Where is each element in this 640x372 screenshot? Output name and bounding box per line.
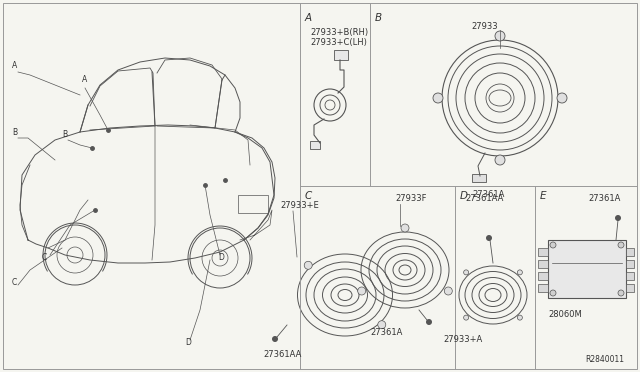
Bar: [334, 50, 348, 60]
Circle shape: [358, 287, 365, 295]
Circle shape: [304, 261, 312, 269]
Text: E: E: [540, 191, 547, 201]
Circle shape: [401, 224, 409, 232]
Text: 27361AA: 27361AA: [465, 194, 504, 203]
Circle shape: [615, 215, 621, 221]
Text: 27933+C(LH): 27933+C(LH): [310, 38, 367, 47]
Text: 27933+E: 27933+E: [280, 201, 319, 210]
Circle shape: [433, 93, 443, 103]
Bar: [538, 284, 548, 292]
Bar: [538, 260, 548, 268]
Circle shape: [517, 315, 522, 320]
Text: 27933F: 27933F: [395, 194, 426, 203]
Bar: [548, 240, 626, 298]
Text: C: C: [12, 278, 17, 287]
Text: A: A: [12, 61, 17, 70]
Bar: [538, 272, 548, 280]
Bar: [626, 248, 634, 256]
Text: C: C: [42, 253, 47, 262]
Text: 27361A: 27361A: [589, 194, 621, 203]
Circle shape: [550, 290, 556, 296]
Text: B: B: [12, 128, 17, 137]
Text: C: C: [305, 191, 312, 201]
Text: B: B: [62, 130, 67, 139]
Circle shape: [495, 31, 505, 41]
Circle shape: [463, 270, 468, 275]
Bar: [310, 141, 320, 149]
Text: 27933: 27933: [472, 22, 499, 31]
Bar: [626, 272, 634, 280]
Text: D: D: [185, 338, 191, 347]
Text: A: A: [305, 13, 312, 23]
Circle shape: [426, 319, 432, 325]
Text: 27361AA: 27361AA: [264, 350, 302, 359]
Circle shape: [550, 242, 556, 248]
Text: 27933+A: 27933+A: [444, 335, 483, 344]
Text: 28060M: 28060M: [548, 310, 582, 319]
Text: 27361A: 27361A: [472, 190, 504, 199]
Bar: [472, 174, 486, 182]
Circle shape: [463, 315, 468, 320]
Circle shape: [618, 242, 624, 248]
Bar: [626, 284, 634, 292]
Bar: [238, 195, 268, 213]
Circle shape: [618, 290, 624, 296]
Circle shape: [517, 270, 522, 275]
Text: D: D: [218, 253, 224, 262]
Bar: [626, 260, 634, 268]
Text: B: B: [375, 13, 382, 23]
Circle shape: [272, 336, 278, 342]
Text: D: D: [460, 191, 468, 201]
Text: A: A: [82, 75, 87, 84]
Circle shape: [495, 155, 505, 165]
Circle shape: [486, 235, 492, 241]
Text: 27361A: 27361A: [371, 328, 403, 337]
Circle shape: [557, 93, 567, 103]
Circle shape: [378, 321, 386, 329]
Circle shape: [444, 287, 452, 295]
Text: R2840011: R2840011: [585, 355, 624, 364]
Text: 27933+B(RH): 27933+B(RH): [310, 28, 368, 37]
Bar: [538, 248, 548, 256]
